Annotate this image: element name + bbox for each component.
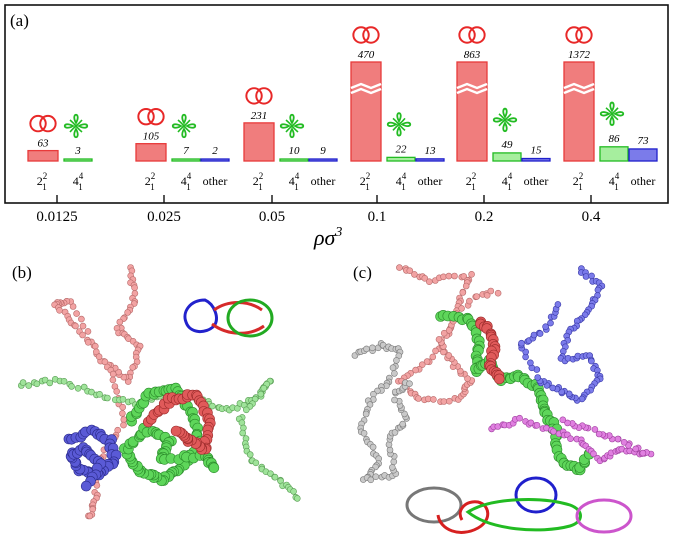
- category-label: 44 1: [396, 171, 407, 192]
- value-label: 863: [464, 49, 481, 61]
- red-chain-c: [475, 316, 505, 385]
- axis-break-mark: [456, 82, 488, 95]
- knot-bar: [63, 158, 93, 162]
- x-axis-label-main: ρσ: [313, 225, 337, 250]
- figure-eight-knot-icon: [386, 112, 412, 137]
- hopf-link-icon: [565, 26, 593, 44]
- panel-label-b: (b): [12, 263, 32, 282]
- x-tick-label: 0.4: [582, 209, 601, 225]
- value-label: 15: [531, 145, 543, 157]
- knot-bar: [171, 158, 201, 162]
- value-label: 105: [143, 131, 160, 143]
- knot-bar: [492, 152, 522, 162]
- category-label: 44 1: [181, 171, 192, 192]
- x-axis-label: ρσ3: [313, 225, 342, 250]
- figure-eight-knot-icon: [279, 113, 305, 139]
- gray-chain: [351, 340, 413, 484]
- green-chain-c: [435, 309, 595, 476]
- category-label: 44 1: [73, 171, 84, 192]
- category-label: 22 1: [253, 171, 264, 192]
- x-tick-label: 0.2: [475, 209, 494, 225]
- hopf-link-icon: [245, 87, 273, 105]
- category-label: other: [203, 174, 228, 188]
- panel-label-c: (c): [353, 263, 372, 282]
- axis-break-mark: [350, 82, 382, 95]
- x-tick-label: 0.05: [259, 209, 285, 225]
- hopf-link-icon: [352, 26, 380, 44]
- green-chain: [119, 382, 220, 487]
- blue-chain-c: [517, 265, 606, 404]
- knot-bar: [386, 156, 416, 162]
- link-bar: [456, 61, 488, 162]
- link-diagram-b: [183, 298, 274, 338]
- category-label: 22 1: [360, 171, 371, 192]
- hopf-link-icon: [137, 107, 165, 126]
- category-label: other: [311, 174, 336, 188]
- other-bar: [628, 148, 658, 162]
- figure-eight-knot-icon: [492, 107, 518, 133]
- category-label: 22 1: [573, 171, 584, 192]
- snapshot-panel-c: (c): [351, 263, 655, 534]
- polymer-chains-c: [351, 264, 655, 484]
- link-bar: [27, 149, 59, 162]
- category-label: 22 1: [466, 171, 477, 192]
- value-label: 10: [289, 145, 301, 157]
- figure-eight-knot-icon: [63, 113, 89, 139]
- knot-bar: [599, 146, 629, 162]
- knot-bar: [279, 158, 309, 162]
- value-label: 231: [251, 110, 268, 122]
- x-tick-label: 0.025: [147, 209, 181, 225]
- category-label: other: [631, 174, 656, 188]
- value-label: 3: [74, 145, 81, 157]
- bars-layer: 63 3 22 1 44 1 105 7 2 22 1 44 1 other 231 10 9 22 1 44 1 oth…: [27, 26, 658, 192]
- value-label: 13: [425, 145, 437, 157]
- value-label: 7: [183, 145, 189, 157]
- value-label: 63: [38, 138, 50, 150]
- category-label: 22 1: [37, 171, 48, 192]
- snapshot-panel-b: (b): [12, 263, 301, 520]
- bar-chart-panel: (a) 63 3 22 1 44 1 105 7 2 22 1 44 1 other 231 10 9 22 1 44…: [4, 4, 669, 250]
- value-label: 470: [358, 49, 375, 61]
- link-bar: [135, 143, 167, 162]
- pink-chain-c: [395, 264, 502, 406]
- other-bar: [521, 157, 551, 162]
- link-diagram-c: [405, 476, 633, 534]
- category-label: 44 1: [609, 171, 620, 192]
- value-label: 49: [502, 139, 514, 151]
- value-label: 86: [609, 133, 621, 145]
- value-label: 9: [320, 145, 326, 157]
- magenta-chain: [488, 414, 655, 465]
- x-axis-ticks: 0.0125 0.025 0.05 0.1 0.2 0.4: [36, 195, 601, 225]
- figure-eight-knot-icon: [171, 113, 197, 139]
- link-bar: [243, 122, 275, 162]
- axis-break-mark: [563, 82, 595, 95]
- panel-label-a: (a): [10, 11, 29, 30]
- polymer-chains-b: [17, 264, 301, 520]
- pink-chain: [51, 264, 144, 520]
- red-chain: [143, 389, 216, 455]
- blue-chain: [63, 424, 122, 492]
- plot-frame: [4, 4, 669, 204]
- category-label: 44 1: [289, 171, 300, 192]
- hopf-link-icon: [29, 114, 57, 133]
- x-tick-label: 0.0125: [36, 209, 77, 225]
- figure-eight-knot-icon: [599, 101, 625, 126]
- value-label: 22: [396, 143, 408, 155]
- other-bar: [308, 158, 338, 162]
- hopf-link-icon: [458, 26, 486, 44]
- link-bar: [350, 61, 382, 162]
- x-axis-label-exponent: 3: [334, 225, 342, 240]
- other-bar: [200, 158, 230, 162]
- category-label: 44 1: [502, 171, 513, 192]
- other-bar: [415, 158, 445, 162]
- value-label: 1372: [568, 49, 591, 61]
- x-tick-label: 0.1: [368, 209, 387, 225]
- value-label: 2: [212, 145, 218, 157]
- category-label: other: [418, 174, 443, 188]
- value-label: 73: [638, 135, 650, 147]
- category-label: 22 1: [145, 171, 156, 192]
- category-label: other: [524, 174, 549, 188]
- link-bar: [563, 61, 595, 162]
